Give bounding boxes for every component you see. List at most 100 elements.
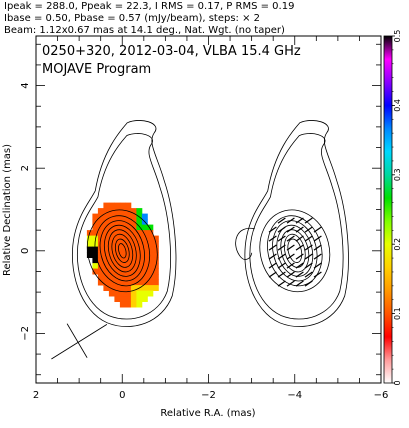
polarization-pixel xyxy=(108,290,115,297)
evpa-stick xyxy=(286,271,295,278)
polarization-pixel xyxy=(125,230,132,236)
polarization-pixel xyxy=(103,230,110,236)
polarization-pixel xyxy=(114,241,121,247)
polarization-pixel xyxy=(136,274,143,280)
evpa-stick xyxy=(304,235,313,242)
polarization-pixel xyxy=(147,263,154,269)
evpa-stick xyxy=(268,235,277,242)
colorbar-tick-label: 0.3 xyxy=(393,168,402,181)
polarization-pixel xyxy=(114,208,121,214)
plot-layer xyxy=(51,120,349,360)
contour-left xyxy=(103,224,141,277)
polarization-pixel xyxy=(147,279,154,286)
polarization-pixel xyxy=(103,263,110,269)
polarization-pixel xyxy=(152,257,159,264)
y-tick-label: −2 xyxy=(20,326,31,341)
polarization-pixel xyxy=(103,224,110,231)
polarization-pixel xyxy=(141,213,148,220)
polarization-pixel xyxy=(108,285,115,291)
evpa-stick xyxy=(313,262,322,269)
polarization-pixel xyxy=(125,202,132,209)
polarization-pixel xyxy=(141,263,148,269)
evpa-stick xyxy=(295,217,304,224)
polarization-pixel xyxy=(119,202,126,209)
polarization-pixel xyxy=(147,235,154,242)
evpa-stick xyxy=(268,226,277,233)
x-tick-label: −2 xyxy=(201,390,216,401)
polarization-pixel xyxy=(86,246,93,253)
polarization-pixel xyxy=(92,257,99,264)
polarization-pixel xyxy=(103,213,110,220)
plot-frame xyxy=(35,35,382,384)
contour-right xyxy=(267,215,323,287)
contour-left xyxy=(111,233,134,268)
evpa-stick xyxy=(304,226,313,233)
polarization-pixel xyxy=(86,235,93,242)
polarization-pixel xyxy=(119,252,126,258)
evpa-stick xyxy=(268,244,277,251)
polarization-pixel xyxy=(114,235,121,242)
polarization-pixel xyxy=(103,246,110,253)
outer-contour-left xyxy=(71,120,177,327)
polarization-pixel xyxy=(130,235,137,242)
polarization-pixel xyxy=(152,246,159,253)
polarization-pixel xyxy=(136,296,143,302)
evpa-stick xyxy=(304,244,313,251)
polarization-pixel xyxy=(103,208,110,214)
polarization-pixel xyxy=(92,230,99,236)
polarization-pixel xyxy=(119,263,126,269)
tick-layer: 2 0 −2 −4 −6 −2 0 2 4 xyxy=(20,36,388,401)
polarization-pixel xyxy=(136,241,143,247)
polarization-pixel xyxy=(125,279,132,286)
polarization-pixel xyxy=(136,252,143,258)
polarization-pixel xyxy=(103,279,110,286)
polarization-pixel xyxy=(119,235,126,242)
polarization-pixel xyxy=(97,230,104,236)
evpa-stick xyxy=(295,271,304,278)
polarization-pixel xyxy=(119,257,126,264)
polarization-pixel xyxy=(97,224,104,231)
polarization-pixel xyxy=(114,274,121,280)
contour-right xyxy=(276,224,314,277)
plot-title-line-1: 0250+320, 2012-03-04, VLBA 15.4 GHz xyxy=(42,44,301,59)
polarization-pixel xyxy=(152,274,159,280)
polarization-pixel xyxy=(92,224,99,231)
polarization-pixel xyxy=(114,252,121,258)
contour-right xyxy=(259,209,331,293)
evpa-stick xyxy=(286,235,295,242)
polarization-pixel xyxy=(103,268,110,275)
polarization-pixel xyxy=(97,274,104,280)
evpa-stick xyxy=(277,226,286,233)
colorbar-tick-label: 0.5 xyxy=(393,30,402,43)
polarization-pixel xyxy=(136,301,143,308)
polarization-pixel xyxy=(147,241,154,247)
polarization-pixel xyxy=(92,213,99,220)
polarization-pixel xyxy=(119,219,126,225)
polarization-pixel xyxy=(103,202,110,209)
y-tick-label: 0 xyxy=(20,248,31,254)
header-line-3: Beam: 1.12x0.67 mas at 14.1 deg., Nat. W… xyxy=(4,25,285,36)
evpa-stick xyxy=(313,235,322,242)
polarization-pixel xyxy=(114,290,121,297)
polarization-pixel xyxy=(119,224,126,231)
colorbar-tick-label: 0.4 xyxy=(393,99,402,112)
polarization-pixel xyxy=(97,257,104,264)
polarization-pixel xyxy=(103,241,110,247)
polarization-pixel xyxy=(114,224,121,231)
polarization-pixel xyxy=(152,235,159,242)
polarization-pixel xyxy=(136,230,143,236)
polarization-pixel xyxy=(136,208,143,214)
polarization-pixel xyxy=(141,279,148,286)
polarization-pixel xyxy=(130,208,137,214)
polarization-pixel xyxy=(147,257,154,264)
polarization-pixel xyxy=(92,263,99,269)
evpa-stick xyxy=(268,271,277,278)
contour-right xyxy=(287,238,303,263)
polarization-pixel xyxy=(103,274,110,280)
evpa-stick xyxy=(313,244,322,251)
evpa-stick xyxy=(277,235,286,242)
colorbar: 0 0.1 0.2 0.3 0.4 0.5 xyxy=(383,30,402,386)
evpa-stick xyxy=(295,226,304,233)
polarization-pixel xyxy=(108,274,115,280)
colorbar-tick-label: 0.2 xyxy=(393,238,402,251)
